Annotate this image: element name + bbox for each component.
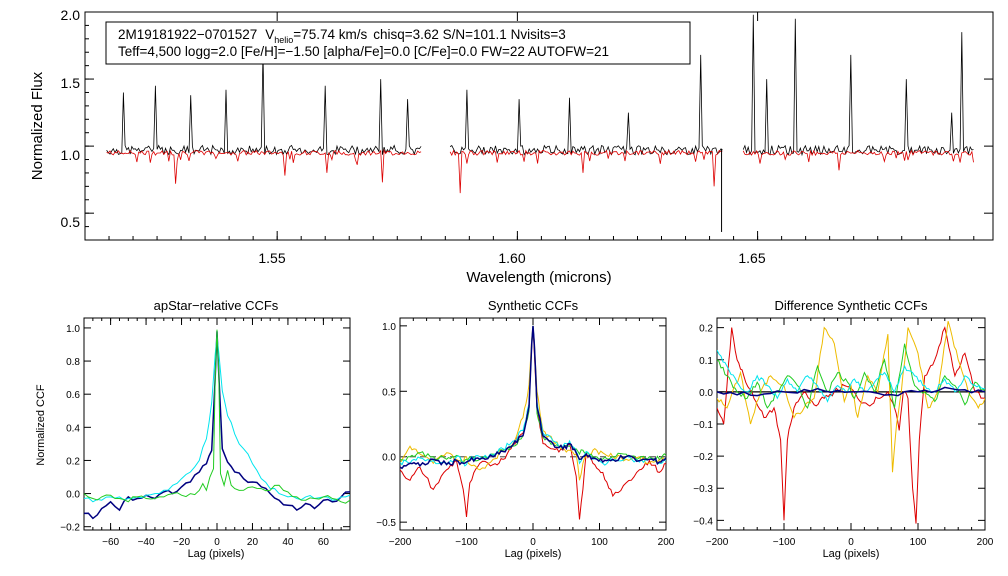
difference-ccf-panel: Difference Synthetic CCFs Lag (pixels) (775, 298, 928, 560)
apstar-ccf-title: apStar−relative CCFs (154, 298, 279, 313)
synthetic-ccf-x-tick-label: 0 (530, 537, 536, 548)
difference-ccf-series-diff-cyan (717, 349, 985, 403)
spectrum-x-axis-label: Wavelength (microns) (466, 269, 611, 286)
difference-ccf-series-diff-red (717, 326, 985, 524)
spectrum-synthetic-line-chip-2 (449, 149, 723, 194)
apstar-ccf-x-tick-label: 0 (214, 537, 220, 548)
apstar-ccf-x-axis-label: Lag (pixels) (188, 548, 245, 560)
difference-ccf-x-tick-label: −100 (773, 537, 796, 548)
synthetic-ccf-series-synth-navy (400, 325, 666, 470)
synthetic-ccf-series-synth-red (400, 325, 666, 520)
vhelio-prefix: V (265, 27, 274, 42)
spectrum-observed-line-chip-2 (449, 54, 723, 156)
apstar-ccf-x-tick-label: 40 (282, 537, 294, 548)
difference-ccf-y-tick-label: −0.2 (693, 452, 713, 463)
spectrum-info-line-1: 2M19181922−0701527 Vhelio=75.74 km/s chisq… (118, 27, 566, 45)
apstar-ccf-series-visit-cyan (84, 336, 350, 503)
difference-ccf-x-tick-label: 200 (977, 537, 994, 548)
apstar-ccf-x-tick-label: −20 (173, 537, 190, 548)
spectrum-observed-line-chip-3 (742, 14, 974, 157)
apstar-ccf-x-tick-label: 60 (318, 537, 330, 548)
synthetic-ccf-x-axis-label: Lag (pixels) (505, 548, 562, 560)
star-id: 2M19181922−0701527 (118, 27, 257, 42)
synthetic-ccf-title: Synthetic CCFs (488, 298, 579, 313)
synthetic-ccf-series-synth-cyan (400, 325, 666, 467)
spectrum-tick-marks (85, 11, 993, 240)
spectrum-info-line-2: Teff=4,500 logg=2.0 [Fe/H]=−1.50 [alpha/… (118, 44, 609, 59)
apstar-ccf-y-tick-label: 0.6 (66, 390, 80, 401)
apstar-ccf-x-tick-label: −40 (138, 537, 155, 548)
synthetic-ccf-y-tick-label: 0.5 (382, 387, 396, 398)
difference-ccf-x-tick-label: 100 (910, 537, 927, 548)
spectrum-plot-frame (84, 11, 994, 241)
spectrum-info-box (105, 21, 691, 65)
spectrum-y-tick-label: 1.0 (61, 147, 81, 163)
apstar-ccf-y-tick-label: 0.4 (66, 423, 80, 434)
spectrum-synthetic-line-chip-1 (106, 149, 422, 184)
spectrum-y-tick-label: 0.5 (61, 214, 81, 230)
difference-ccf-y-tick-label: 0.2 (699, 324, 713, 335)
spectrum-y-axis-label: Normalized Flux (29, 71, 46, 180)
synthetic-ccf-plot: −200 −100 0 100 200 −0.5 0.0 0.5 1.0 (376, 317, 675, 548)
apstar-ccf-panel: apStar−relative CCFs Lag (pixels) Normal… (35, 298, 279, 560)
spectrum-synthetic-line-chip-3 (742, 149, 974, 171)
difference-ccf-x-tick-label: −200 (706, 537, 729, 548)
synthetic-ccf-plot-frame (399, 317, 667, 531)
difference-ccf-x-axis-label: Lag (pixels) (823, 548, 880, 560)
synthetic-ccf-x-tick-label: 200 (658, 537, 675, 548)
difference-ccf-series-diff-navy (717, 386, 985, 397)
synthetic-ccf-y-tick-label: 0.0 (382, 453, 396, 464)
difference-ccf-title: Difference Synthetic CCFs (775, 298, 928, 313)
spectrum-y-tick-label: 2.0 (61, 7, 81, 23)
synthetic-ccf-x-tick-label: −100 (455, 537, 478, 548)
spectrum-series (106, 14, 974, 232)
apstar-ccf-plot: −60 −40 −20 0 20 40 60 −0.2 0.0 0.2 0.4 0.6 0.8 1.0 (60, 317, 351, 548)
apstar-ccf-y-tick-label: 0.8 (66, 357, 80, 368)
vhelio-value: =75.74 km/s (293, 27, 367, 42)
difference-ccf-y-tick-label: 0.0 (699, 388, 713, 399)
apstar-ccf-x-tick-label: −60 (102, 537, 119, 548)
synthetic-ccf-y-tick-label: −0.5 (376, 518, 396, 529)
fit-stats: chisq=3.62 S/N=101.1 Nvisits=3 (373, 27, 566, 42)
difference-ccf-y-tick-label: 0.1 (699, 356, 713, 367)
apstar-ccf-y-tick-label: 0.2 (66, 456, 80, 467)
spectrum-observed-line-chip-1 (106, 52, 422, 156)
difference-ccf-plot: −200 −100 0 100 200 −0.4 −0.3 −0.2 −0.1 0.0 0.1 0.2 (693, 317, 994, 548)
synthetic-ccf-series-synth-green (400, 325, 666, 465)
spectrum-panel: 2M19181922−0701527 Vhelio=75.74 km/s chisq… (29, 7, 994, 286)
apstar-ccf-y-tick-label: 0.0 (66, 490, 80, 501)
apstar-ccf-y-tick-label: −0.2 (60, 523, 80, 534)
vhelio-subscript: helio (274, 35, 293, 45)
apstar-ccf-x-tick-label: 20 (247, 537, 259, 548)
synthetic-ccf-y-tick-label: 1.0 (382, 322, 396, 333)
difference-ccf-x-tick-label: 0 (848, 537, 854, 548)
synthetic-ccf-x-tick-label: −200 (389, 537, 412, 548)
apstar-ccf-series-visit-navy (84, 331, 350, 520)
difference-ccf-y-tick-label: −0.4 (693, 516, 713, 527)
apstar-ccf-y-tick-label: 1.0 (66, 324, 80, 335)
synthetic-ccf-x-tick-label: 100 (591, 537, 608, 548)
difference-ccf-series-diff-yellow (717, 321, 985, 473)
apstar-ccf-y-axis-label: Normalized CCF (35, 384, 47, 466)
difference-ccf-y-tick-label: −0.3 (693, 484, 713, 495)
apstar-ccf-series-visit-green (84, 329, 350, 504)
spectrum-x-tick-label: 1.60 (498, 250, 525, 266)
spectrum-y-tick-label: 1.5 (61, 75, 81, 91)
difference-ccf-y-tick-label: −0.1 (693, 420, 713, 431)
spectrum-x-tick-label: 1.55 (258, 250, 285, 266)
difference-ccf-plot-frame (716, 317, 986, 531)
synthetic-ccf-panel: Synthetic CCFs Lag (pixels) (488, 298, 579, 560)
spectrum-x-tick-label: 1.65 (738, 250, 765, 266)
